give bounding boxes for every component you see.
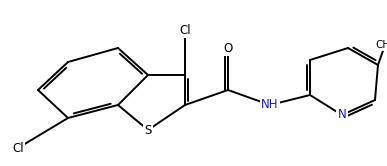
Text: O: O: [223, 42, 233, 54]
Text: NH: NH: [261, 98, 279, 112]
Text: Cl: Cl: [179, 24, 191, 37]
Text: S: S: [144, 124, 152, 136]
Text: N: N: [337, 109, 346, 122]
Text: CH₃: CH₃: [375, 40, 387, 50]
Text: Cl: Cl: [12, 141, 24, 155]
